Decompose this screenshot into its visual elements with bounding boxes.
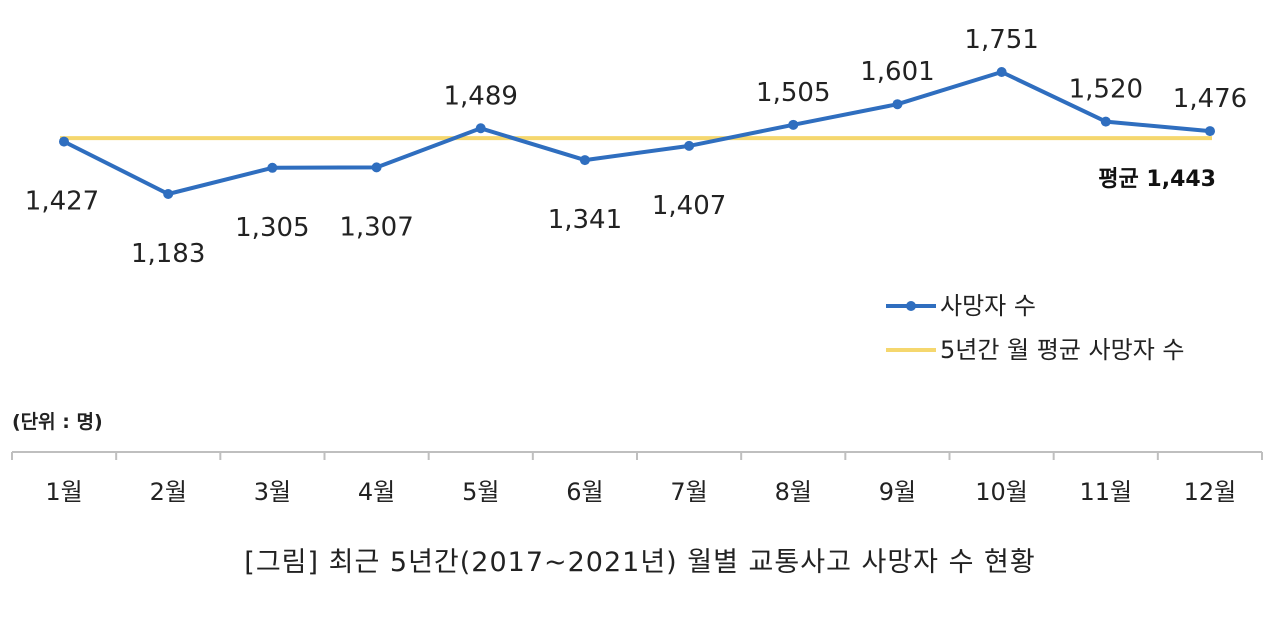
data-point <box>475 123 486 134</box>
x-tick-label: 3월 <box>254 478 291 506</box>
x-axis: 1월 2월 3월 4월 5월 6월 7월 8월 9월 10월 11월 12월 <box>11 451 1263 506</box>
x-tick-label: 7월 <box>670 478 707 506</box>
value-label: 1,751 <box>964 25 1038 55</box>
data-point <box>1205 126 1215 137</box>
data-point <box>788 119 799 130</box>
x-tick-label: 4월 <box>358 478 395 506</box>
legend-label-average: 5년간 월 평균 사망자 수 <box>940 336 1185 364</box>
data-point <box>996 67 1007 77</box>
data-point <box>267 162 278 173</box>
x-tick-label: 11월 <box>1079 478 1132 506</box>
data-point <box>59 136 69 147</box>
value-label: 1,407 <box>652 191 726 221</box>
value-label: 1,476 <box>1173 84 1247 114</box>
x-tick-label: 8월 <box>775 478 812 506</box>
x-tick-label: 6월 <box>566 478 603 506</box>
value-label: 1,489 <box>444 81 518 111</box>
unit-label: (단위 : 명) <box>12 411 103 433</box>
value-label: 1,505 <box>756 78 830 108</box>
x-tick-label: 1월 <box>45 478 82 506</box>
figure-caption: [그림] 최근 5년간(2017~2021년) 월별 교통사고 사망자 수 현황 <box>244 547 1036 578</box>
x-tick-label: 12월 <box>1184 478 1237 506</box>
data-point <box>1100 116 1111 127</box>
x-tick-label: 9월 <box>879 478 916 506</box>
line-chart: 1월 2월 3월 4월 5월 6월 7월 8월 9월 10월 11월 12월 1,4271,1831,… <box>11 25 1263 506</box>
legend-label-deaths: 사망자 수 <box>940 292 1036 320</box>
series-line-deaths <box>63 70 1211 196</box>
value-label: 1,341 <box>548 205 622 235</box>
data-point <box>163 189 174 199</box>
value-labels: 1,427 1,183 1,305 1,307 1,489 1,341 1,407 1,505… <box>25 25 1247 269</box>
data-points <box>59 67 1215 199</box>
value-label: 1,427 <box>25 187 99 217</box>
value-label: 1,305 <box>235 213 309 243</box>
value-label: 1,601 <box>860 57 934 87</box>
x-tick-label: 10월 <box>975 478 1028 506</box>
data-point <box>371 162 382 173</box>
x-tick-label: 2월 <box>150 478 187 506</box>
data-point <box>684 140 695 151</box>
value-label: 1,520 <box>1069 75 1143 105</box>
data-point <box>892 99 903 110</box>
legend: 사망자 수 5년간 월 평균 사망자 수 <box>886 292 1185 364</box>
x-tick-label: 5월 <box>462 478 499 506</box>
value-label: 1,307 <box>339 212 413 242</box>
legend-marker-deaths <box>906 301 916 311</box>
average-label: 평균 1,443 <box>1098 167 1216 192</box>
data-point <box>579 155 590 166</box>
value-label: 1,183 <box>131 239 205 269</box>
